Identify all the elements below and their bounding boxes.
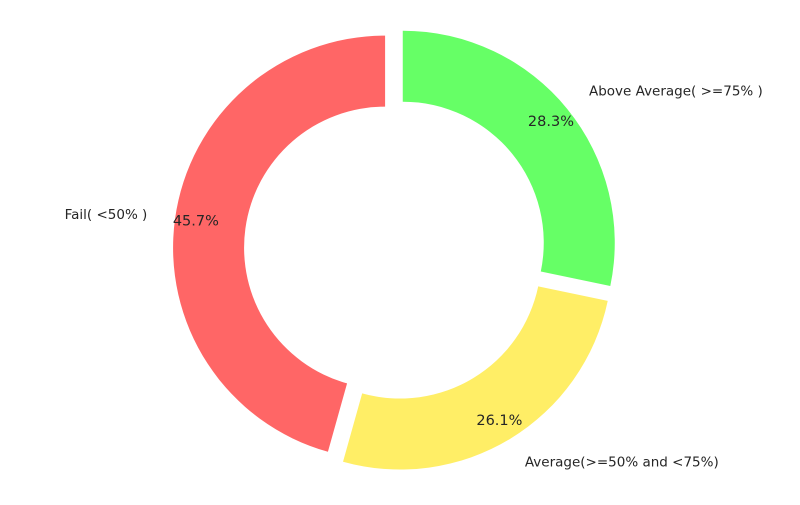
slice-category-label-2: Fail( <50% ) [65,207,148,223]
slice-percent-label-1: 26.1% [476,413,522,429]
donut-slice-2 [173,35,386,452]
slice-percent-label-2: 45.7% [173,214,219,230]
slice-category-label-0: Above Average( >=75% ) [589,83,763,99]
donut-slice-1 [343,286,608,470]
slice-percent-label-0: 28.3% [528,114,574,130]
donut-slice-0 [402,30,615,286]
slice-category-label-1: Average(>=50% and <75%) [525,455,719,471]
